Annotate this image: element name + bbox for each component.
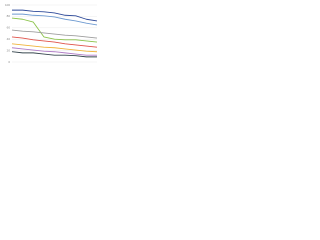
y-tick-label: 20 [7,48,11,52]
series-line [11,47,97,56]
y-tick-label: 60 [7,26,11,30]
series-line [11,51,97,58]
y-tick-label: 0 [8,60,10,64]
y-tick-label: 40 [7,37,11,41]
series-line [12,13,98,26]
series-line [11,29,98,39]
series-line [11,17,98,43]
series-line [11,36,98,48]
series-line [11,43,98,53]
y-tick-label: 80 [7,14,11,18]
series-line [12,9,98,22]
chart: 0 20 40 60 80 100 [5,3,98,64]
y-tick-label: 100 [5,3,10,7]
